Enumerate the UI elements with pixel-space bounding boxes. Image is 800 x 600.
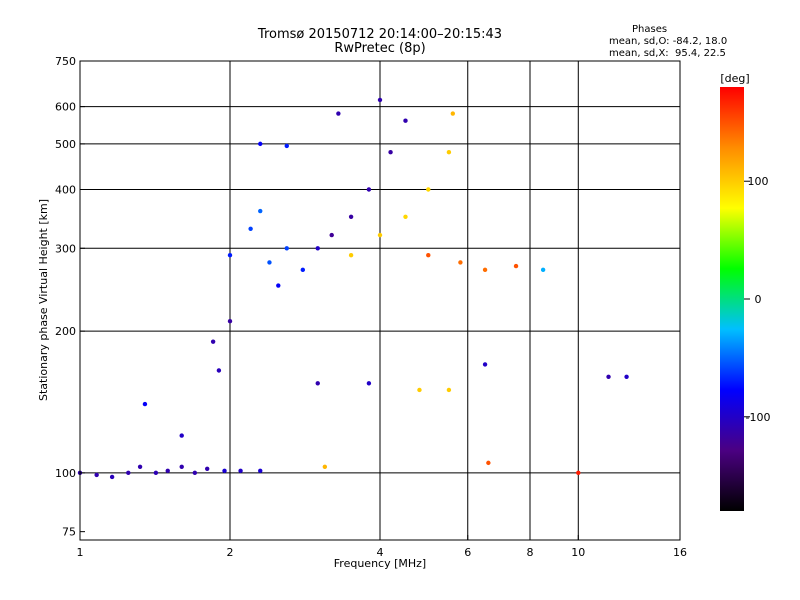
y-tick-label: 100 — [55, 467, 76, 480]
data-point — [238, 468, 243, 474]
data-point — [329, 232, 334, 238]
y-tick-label: 200 — [55, 325, 76, 338]
data-point — [126, 470, 131, 476]
stats-x-mode: mean, sd,X: 95.4, 22.5 — [609, 48, 726, 59]
data-point — [216, 368, 222, 373]
data-point — [204, 466, 210, 472]
data-point — [267, 260, 272, 265]
data-point — [377, 97, 383, 103]
data-point — [486, 460, 491, 466]
y-tick-label: 400 — [55, 183, 76, 196]
y-tick-label: 500 — [55, 138, 76, 151]
data-point — [576, 470, 581, 476]
data-point — [227, 253, 233, 258]
data-point — [417, 387, 422, 393]
data-point — [227, 318, 233, 324]
data-point — [482, 267, 488, 273]
data-point — [403, 118, 408, 123]
data-point — [300, 267, 306, 273]
colorbar-tick-label: -100 — [746, 411, 771, 424]
data-point — [606, 374, 611, 379]
x-tick-label: 1 — [77, 546, 84, 559]
x-axis-label: Frequency [MHz] — [334, 557, 426, 570]
data-point — [540, 267, 546, 273]
y-tick-label: 300 — [55, 242, 76, 255]
data-point — [258, 208, 263, 214]
colorbar-ticks: 100 0 -100 — [744, 175, 770, 424]
data-point — [192, 470, 198, 476]
y-tick-label: 750 — [55, 55, 76, 68]
data-point — [222, 468, 227, 474]
data-point — [137, 464, 143, 470]
data-point — [446, 387, 452, 393]
data-point — [315, 246, 320, 251]
data-point — [322, 464, 328, 470]
x-tick-label: 4 — [377, 546, 384, 559]
data-point — [513, 263, 519, 269]
y-axis-label: Stationary phase Virtual Height [km] — [37, 199, 50, 401]
chart-subtitle: RwPretec (8p) — [334, 41, 426, 56]
data-point — [446, 150, 452, 155]
data-point — [336, 111, 341, 116]
data-point — [624, 374, 629, 379]
data-point — [276, 283, 281, 288]
data-point — [377, 232, 383, 238]
data-point — [284, 246, 289, 251]
y-tick-label: 75 — [62, 526, 76, 539]
data-point — [403, 214, 408, 219]
stats-o-mode: mean, sd,O: -84.2, 18.0 — [609, 36, 728, 47]
x-tick-label: 2 — [227, 546, 234, 559]
data-point — [315, 381, 320, 386]
colorbar-label: [deg] — [720, 72, 749, 85]
data-point — [348, 253, 354, 258]
colorbar-tick-label: 100 — [748, 175, 769, 188]
data-points — [77, 97, 629, 480]
y-axis-ticks: 75 100 200 300 400 500 600 750 — [55, 55, 85, 539]
grid-lines — [80, 61, 680, 540]
data-point — [482, 362, 488, 367]
stats-heading: Phases — [632, 24, 668, 35]
data-point — [366, 381, 372, 386]
data-point — [94, 472, 99, 478]
chart-title: Tromsø 20150712 20:14:00–20:15:43 — [257, 27, 503, 42]
data-point — [348, 214, 354, 219]
data-point — [210, 339, 216, 344]
data-point — [165, 468, 170, 474]
data-point — [366, 187, 372, 192]
data-point — [258, 141, 263, 147]
y-tick-label: 600 — [55, 101, 76, 114]
x-tick-label: 16 — [673, 546, 687, 559]
data-point — [109, 474, 115, 480]
data-point — [450, 111, 456, 116]
data-point — [388, 150, 393, 155]
colorbar — [720, 87, 744, 511]
x-tick-label: 10 — [571, 546, 585, 559]
data-point — [458, 260, 463, 265]
x-axis-ticks: 1 2 4 6 8 10 16 — [77, 535, 687, 559]
data-point — [248, 226, 253, 232]
data-point — [258, 468, 263, 474]
data-point — [179, 464, 184, 470]
data-point — [142, 401, 148, 407]
data-point — [426, 187, 431, 192]
x-tick-label: 6 — [464, 546, 471, 559]
data-point — [284, 143, 289, 149]
x-tick-label: 8 — [527, 546, 534, 559]
data-point — [426, 253, 431, 258]
data-point — [179, 433, 184, 438]
colorbar-tick-label: 0 — [755, 293, 762, 306]
data-point — [153, 470, 159, 476]
